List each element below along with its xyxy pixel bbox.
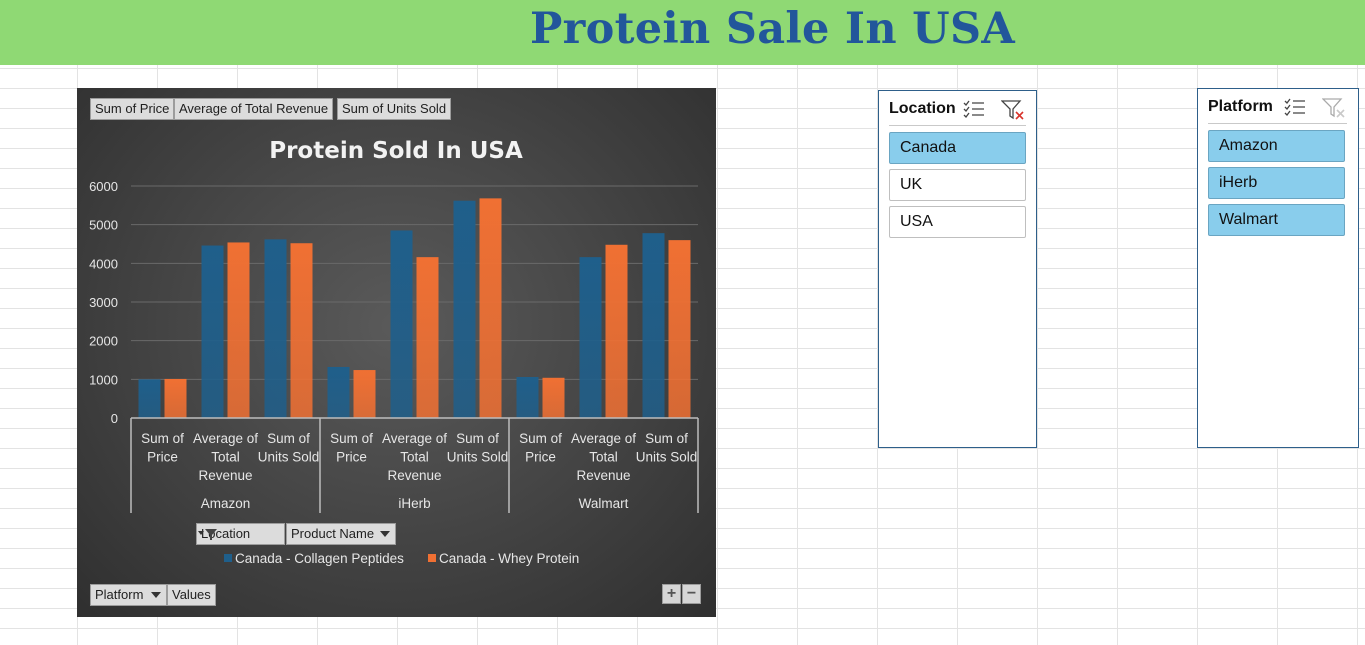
- bar-canada-whey-protein: [668, 240, 691, 418]
- x-tick-label: Price: [525, 450, 556, 465]
- bar-canada-whey-protein: [353, 370, 376, 418]
- x-tick-label: Total: [211, 450, 240, 465]
- x-tick-label: Units Sold: [258, 450, 320, 465]
- slicer-divider: [1208, 123, 1347, 124]
- x-tick-label: Price: [336, 450, 367, 465]
- pivot-chart[interactable]: Sum of Price Average of Total Revenue Su…: [77, 88, 716, 617]
- bar-canada-whey-protein: [164, 378, 187, 418]
- x-tick-label: Price: [147, 450, 178, 465]
- y-tick-label: 2000: [89, 334, 118, 349]
- chart-plot: Protein Sold In USA 0 1000 2000 3000 4000 5000…: [89, 138, 699, 566]
- chevron-down-icon: [151, 592, 161, 598]
- bar-canada-collagen-peptides: [642, 233, 665, 418]
- slicer-item-canada[interactable]: Canada: [889, 132, 1026, 164]
- legend-label: Canada - Collagen Peptides: [235, 551, 404, 566]
- bar-canada-whey-protein: [416, 257, 439, 418]
- y-tick-label: 1000: [89, 372, 118, 387]
- bar-canada-collagen-peptides: [201, 245, 224, 418]
- x-tick-label: Revenue: [576, 468, 630, 483]
- x-tick-label: Average of: [382, 431, 447, 446]
- x-group-label: Amazon: [201, 496, 251, 511]
- clear-filter-icon[interactable]: [1001, 99, 1025, 121]
- x-tick-label: Units Sold: [636, 450, 698, 465]
- value-field-button-price[interactable]: Sum of Price: [90, 98, 175, 120]
- legend-label: Canada - Whey Protein: [439, 551, 579, 566]
- location-slicer[interactable]: Location Canada UK USA: [878, 90, 1037, 448]
- y-tick-label: 0: [111, 411, 118, 426]
- collapse-field-button[interactable]: −: [682, 584, 701, 604]
- page-title: Protein Sale In USA: [530, 4, 1015, 54]
- x-tick-label: Total: [589, 450, 618, 465]
- x-tick-label: Total: [400, 450, 429, 465]
- slicer-item-iherb[interactable]: iHerb: [1208, 167, 1345, 199]
- slicer-title: Platform: [1208, 98, 1273, 115]
- location-field-button[interactable]: Location: [196, 523, 285, 545]
- platform-field-button[interactable]: Platform: [90, 584, 167, 606]
- x-tick-label: Sum of: [456, 431, 499, 446]
- x-tick-label: Units Sold: [447, 450, 509, 465]
- bar-canada-whey-protein: [227, 242, 250, 418]
- bar-canada-collagen-peptides: [579, 257, 602, 418]
- bar-canada-collagen-peptides: [516, 377, 539, 418]
- multi-select-icon[interactable]: [1284, 97, 1306, 117]
- x-tick-label: Average of: [571, 431, 636, 446]
- x-tick-label: Sum of: [645, 431, 688, 446]
- bar-canada-collagen-peptides: [138, 379, 161, 418]
- values-field-button[interactable]: Values: [167, 584, 216, 606]
- x-tick-label: Sum of: [330, 431, 373, 446]
- y-tick-label: 6000: [89, 179, 118, 194]
- legend-swatch: [428, 554, 436, 562]
- filter-dropdown-icon: [198, 529, 217, 540]
- x-group-label: Walmart: [579, 496, 629, 511]
- slicer-item-amazon[interactable]: Amazon: [1208, 130, 1345, 162]
- value-field-button-units[interactable]: Sum of Units Sold: [337, 98, 452, 120]
- x-tick-label: Sum of: [141, 431, 184, 446]
- clear-filter-icon[interactable]: [1322, 97, 1346, 119]
- y-tick-label: 5000: [89, 218, 118, 233]
- bar-canada-collagen-peptides: [264, 239, 287, 418]
- slicer-divider: [889, 125, 1026, 126]
- bar-canada-collagen-peptides: [453, 200, 476, 418]
- x-tick-label: Revenue: [198, 468, 252, 483]
- slicer-item-walmart[interactable]: Walmart: [1208, 204, 1345, 236]
- value-field-button-revenue[interactable]: Average of Total Revenue: [174, 98, 334, 120]
- product-name-field-label: Product Name: [291, 526, 375, 541]
- product-name-field-button[interactable]: Product Name: [286, 523, 396, 545]
- x-tick-label: Average of: [193, 431, 258, 446]
- bar-canada-collagen-peptides: [390, 230, 413, 418]
- chevron-down-icon: [380, 531, 390, 537]
- slicer-item-usa[interactable]: USA: [889, 206, 1026, 238]
- title-banner: Protein Sale In USA: [0, 0, 1365, 65]
- slicer-title: Location: [889, 100, 956, 117]
- multi-select-icon[interactable]: [963, 99, 985, 119]
- bar-canada-whey-protein: [605, 244, 628, 418]
- platform-field-label: Platform: [95, 587, 144, 602]
- x-tick-label: Sum of: [267, 431, 310, 446]
- legend-swatch: [224, 554, 232, 562]
- platform-slicer[interactable]: Platform Amazon iHerb Walmart: [1197, 88, 1359, 448]
- expand-field-button[interactable]: +: [662, 584, 681, 604]
- slicer-item-uk[interactable]: UK: [889, 169, 1026, 201]
- bar-canada-whey-protein: [290, 243, 313, 418]
- bar-canada-collagen-peptides: [327, 366, 350, 418]
- y-tick-label: 4000: [89, 256, 118, 271]
- x-tick-label: Revenue: [387, 468, 441, 483]
- x-group-label: iHerb: [398, 496, 430, 511]
- x-tick-label: Sum of: [519, 431, 562, 446]
- bar-canada-whey-protein: [479, 198, 502, 418]
- chart-title: Protein Sold In USA: [269, 138, 523, 164]
- bar-canada-whey-protein: [542, 377, 565, 418]
- y-tick-label: 3000: [89, 295, 118, 310]
